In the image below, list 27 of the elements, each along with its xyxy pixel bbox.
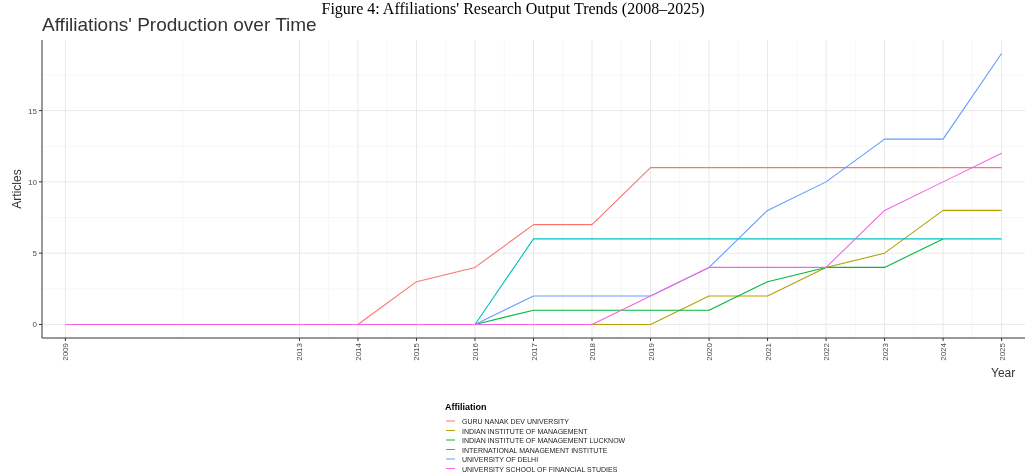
- chart-subtitle: Affiliations' Production over Time: [42, 14, 317, 35]
- line-series: [474, 53, 1003, 326]
- line-series: [357, 167, 1003, 326]
- x-tick-label: 2017: [529, 342, 539, 361]
- x-tick-label: 2016: [470, 342, 480, 361]
- x-tick-label: 2014: [353, 342, 363, 361]
- x-tick-label: 2023: [880, 342, 890, 361]
- x-tick-label: 2024: [939, 342, 949, 361]
- line-series: [64, 152, 1003, 326]
- line-series: [591, 209, 1003, 326]
- x-tick-label: 2022: [822, 342, 832, 361]
- y-tick-label: 10: [28, 177, 38, 187]
- x-tick-label: 2009: [61, 342, 71, 361]
- x-tick-label: 2021: [763, 342, 773, 361]
- legend-title: Affiliation: [445, 402, 487, 412]
- x-tick-label: 2020: [705, 342, 715, 361]
- x-tick-label: 2019: [646, 342, 656, 361]
- y-tick-label: 0: [32, 320, 38, 330]
- chart-title: Figure 4: Affiliations' Research Output Trends (2008–2025): [321, 0, 705, 18]
- x-axis-title: Year: [991, 366, 1016, 380]
- x-tick-label: 2025: [997, 342, 1007, 361]
- x-tick-label: 2013: [295, 342, 305, 361]
- y-axis-title: Articles: [10, 169, 24, 209]
- x-tick-label: 2018: [588, 342, 598, 361]
- y-tick-label: 5: [32, 249, 38, 259]
- x-tick-label: 2015: [412, 342, 422, 361]
- y-tick-label: 15: [28, 106, 38, 116]
